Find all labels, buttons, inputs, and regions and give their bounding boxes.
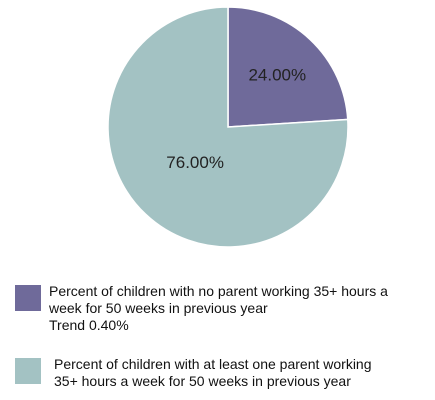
pie-slice-0 — [227, 6, 349, 128]
pie-slice-label-0: 24.00% — [248, 66, 306, 85]
legend-text-one-parent: Percent of children with at least one pa… — [54, 356, 372, 390]
legend-item-one-parent-working: Percent of children with at least one pa… — [15, 356, 372, 390]
legend-item-no-parent-working: Percent of children with no parent worki… — [15, 283, 388, 334]
legend-line: Percent of children with no parent worki… — [49, 283, 388, 299]
legend-text-no-parent: Percent of children with no parent worki… — [49, 283, 388, 334]
pie-slice-label-1: 76.00% — [166, 153, 224, 172]
legend-swatch-no-parent — [15, 285, 41, 311]
legend-line: week for 50 weeks in previous year — [49, 300, 268, 316]
legend-line: Trend 0.40% — [49, 317, 129, 333]
pie-chart: 24.00% 76.00% — [107, 6, 349, 248]
legend-swatch-one-parent — [15, 358, 41, 384]
legend-line: 35+ hours a week for 50 weeks in previou… — [54, 373, 351, 389]
pie-slices — [107, 6, 349, 248]
legend-line: Percent of children with at least one pa… — [54, 356, 372, 372]
pie-labels: 24.00% 76.00% — [166, 66, 306, 172]
pie-slice-1 — [107, 6, 349, 248]
